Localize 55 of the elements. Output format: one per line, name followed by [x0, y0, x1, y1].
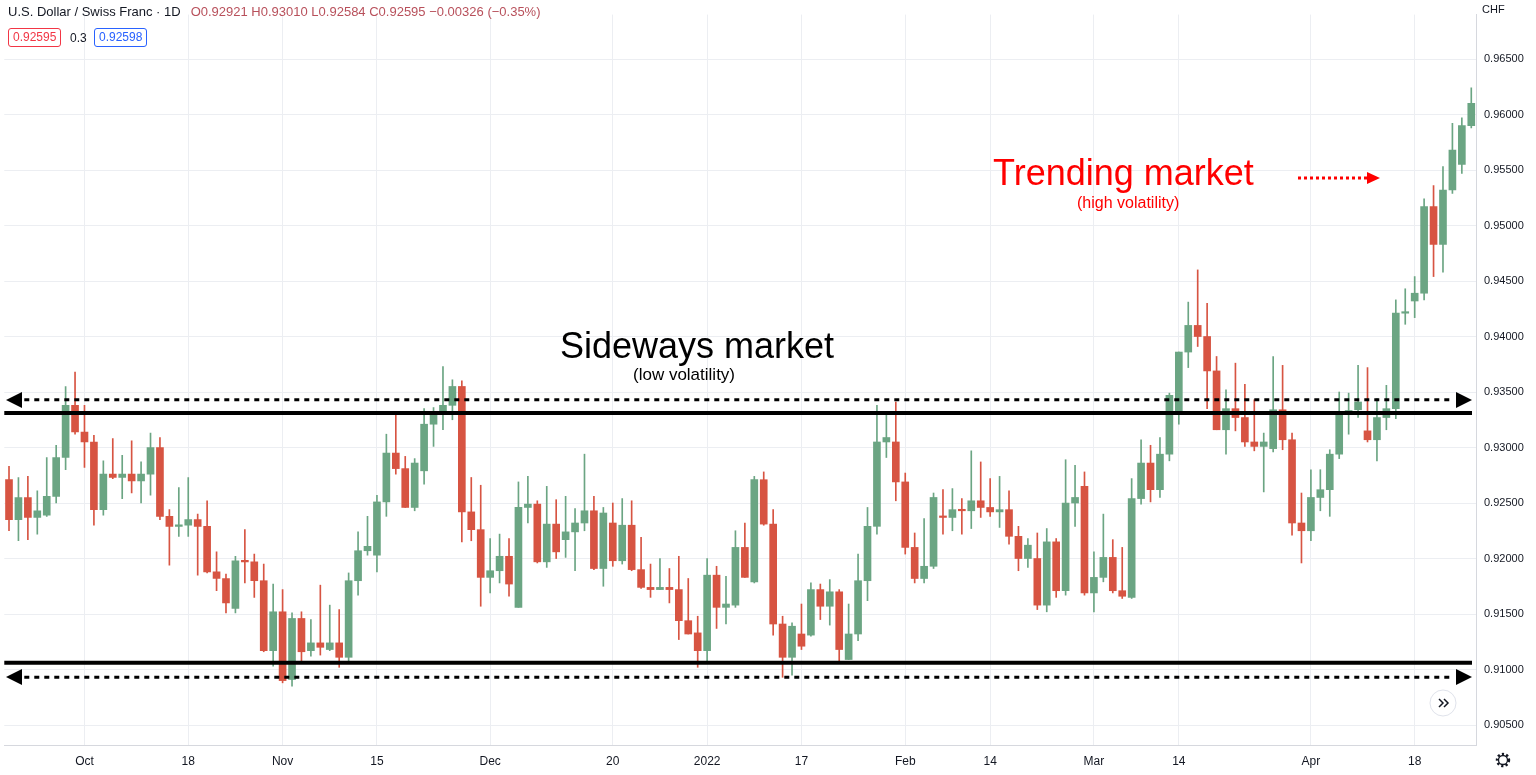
candlestick — [958, 498, 966, 535]
annotation: (high volatility) — [1077, 194, 1180, 212]
x-tick-label: Feb — [894, 753, 916, 768]
x-tick-label: Nov — [271, 753, 294, 768]
candlestick — [118, 454, 127, 499]
y-tick-label: 0.95500 — [1484, 163, 1524, 176]
candlestick — [967, 450, 976, 529]
y-tick-label: 0.91000 — [1484, 662, 1524, 675]
y-tick-label: 0.95000 — [1484, 218, 1524, 231]
x-tick-label: 20 — [606, 753, 620, 768]
x-tick-label: 15 — [370, 753, 384, 768]
x-tick-label: 17 — [794, 753, 809, 768]
candlestick — [241, 529, 249, 584]
x-tick-label: Oct — [75, 753, 95, 768]
candlestick — [571, 508, 579, 572]
y-tick-label: 0.93000 — [1484, 440, 1524, 453]
annotation: 0.92598 — [94, 28, 148, 48]
annotation: 0.3 — [70, 31, 87, 46]
candlestick — [325, 604, 334, 651]
y-tick-label: 0.96500 — [1484, 52, 1524, 65]
chart-subtitle: O0.92921 H0.93010 L0.92584 C0.92595 −0.00326 (−0.35%) — [190, 4, 541, 19]
candlestick — [939, 489, 947, 535]
x-tick-label: 18 — [181, 753, 196, 768]
candlestick — [1071, 464, 1079, 527]
x-tick-label: Mar — [1083, 753, 1105, 768]
y-tick-label: 0.90500 — [1484, 718, 1524, 731]
annotation: Trending market — [993, 152, 1254, 193]
candlestick — [137, 461, 145, 504]
x-tick-label: 18 — [1408, 753, 1422, 768]
x-tick-label: 14 — [983, 753, 998, 768]
candlestick — [656, 558, 664, 590]
y-axis-title: CHF — [1482, 3, 1505, 15]
candlestick — [307, 619, 315, 657]
candlestick — [108, 438, 117, 479]
y-tick-label: 0.94500 — [1484, 274, 1524, 287]
annotation: Sideways market — [560, 325, 835, 366]
y-tick-label: 0.93500 — [1484, 385, 1524, 398]
candlestick — [722, 575, 730, 625]
y-tick-label: 0.91500 — [1484, 607, 1524, 620]
y-tick-label: 0.92500 — [1484, 496, 1524, 509]
x-tick-label: Apr — [1301, 753, 1321, 768]
y-tick-label: 0.94000 — [1484, 329, 1524, 342]
y-tick-label: 0.96000 — [1484, 107, 1524, 120]
x-tick-label: Dec — [479, 753, 501, 768]
chart-title: U.S. Dollar / Swiss Franc · 1D — [8, 4, 181, 19]
x-tick-label: 2022 — [693, 753, 721, 768]
candlestick — [524, 476, 532, 524]
candlestick — [920, 518, 928, 584]
annotation: (low volatility) — [633, 365, 736, 385]
x-tick-label: 14 — [1172, 753, 1186, 768]
candlestick — [33, 490, 42, 535]
y-tick-label: 0.92000 — [1484, 551, 1524, 564]
candlestick — [1250, 399, 1259, 452]
candlestick — [486, 538, 494, 594]
annotation: 0.92595 — [8, 28, 62, 48]
